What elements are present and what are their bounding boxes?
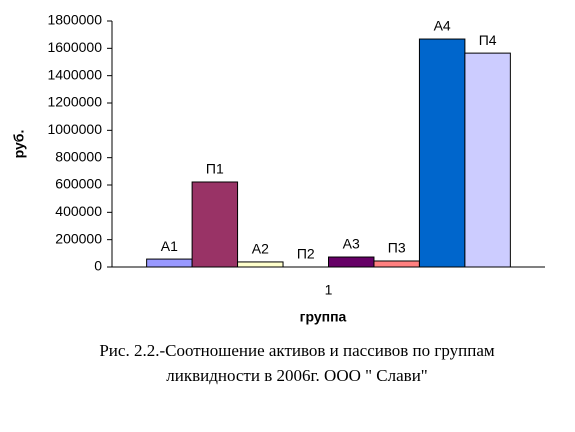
bar — [191, 181, 239, 268]
data-label: П4 — [479, 32, 497, 48]
bar — [237, 261, 284, 268]
y-tick-label: 1800000 — [47, 12, 102, 28]
x-axis-label: группа — [300, 309, 347, 325]
data-label: П3 — [388, 240, 406, 256]
y-tick-label: 200000 — [55, 230, 102, 246]
x-tick-label: 1 — [325, 282, 333, 298]
y-tick-label: 0 — [94, 258, 102, 274]
y-tick-label: 600000 — [55, 176, 102, 192]
caption-line: Рис. 2.2.-Соотношение активов и пассивов… — [99, 341, 495, 360]
caption-line: ликвидности в 2006г. ООО " Слави" — [166, 366, 428, 385]
bar — [373, 260, 420, 268]
y-tick-label: 1400000 — [47, 66, 102, 82]
data-label: А2 — [252, 241, 269, 257]
data-label: П2 — [297, 246, 315, 262]
y-axis-label: руб. — [11, 130, 27, 159]
data-label: П1 — [206, 161, 224, 177]
bar — [464, 52, 511, 268]
y-tick-label: 800000 — [55, 148, 102, 164]
data-label: А4 — [434, 18, 451, 34]
y-tick-label: 1000000 — [47, 121, 102, 137]
bar — [328, 256, 375, 268]
y-tick-label: 400000 — [55, 203, 102, 219]
bar — [146, 258, 193, 268]
data-label: А3 — [343, 236, 360, 252]
y-tick-label: 1200000 — [47, 94, 102, 110]
y-tick-label: 1600000 — [47, 39, 102, 55]
data-label: А1 — [161, 238, 178, 254]
bar — [418, 38, 466, 268]
